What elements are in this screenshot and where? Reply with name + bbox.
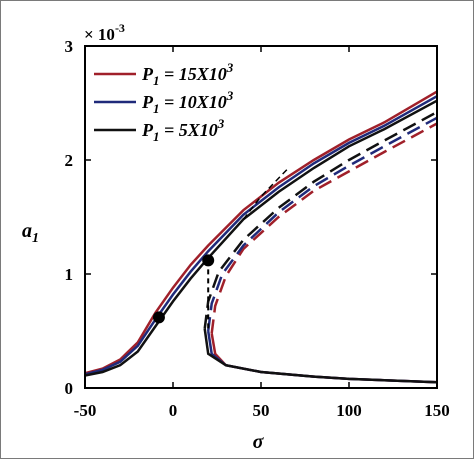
x-tick-label: -50 [74,401,97,420]
x-tick-label: 100 [336,401,362,420]
y-scale-label: × 10-3 [84,21,125,44]
series-3-stable-upper-line [84,99,438,377]
jump-marker-2 [202,254,215,267]
y-tick-label: 1 [65,265,74,284]
series-3-stable-lower-line [203,328,438,384]
x-axis-label: σ [253,431,265,453]
legend-label-3: P1 = 5X103 [141,116,225,144]
y-tick-label: 3 [65,37,74,56]
series-2-stable-upper-line [84,95,438,376]
x-tick-label: 50 [253,401,270,420]
y-tick-label: 0 [65,379,74,398]
legend-label-2: P1 = 10X103 [141,88,234,116]
x-tick-label: 150 [424,401,450,420]
y-tick-label: 2 [65,151,74,170]
legend-label-1: P1 = 15X103 [141,60,234,88]
backbone-dashed-line [242,168,288,220]
series-1-stable-upper-line [84,90,438,375]
series-3-unstable-branch-line [203,111,438,329]
y-axis-label: a1 [22,220,39,246]
series-1-unstable-branch-line [210,122,438,334]
jump-marker-1 [152,311,165,324]
x-tick-label: 0 [169,401,178,420]
series-2-unstable-branch-line [206,116,438,332]
plot-area [84,90,438,384]
